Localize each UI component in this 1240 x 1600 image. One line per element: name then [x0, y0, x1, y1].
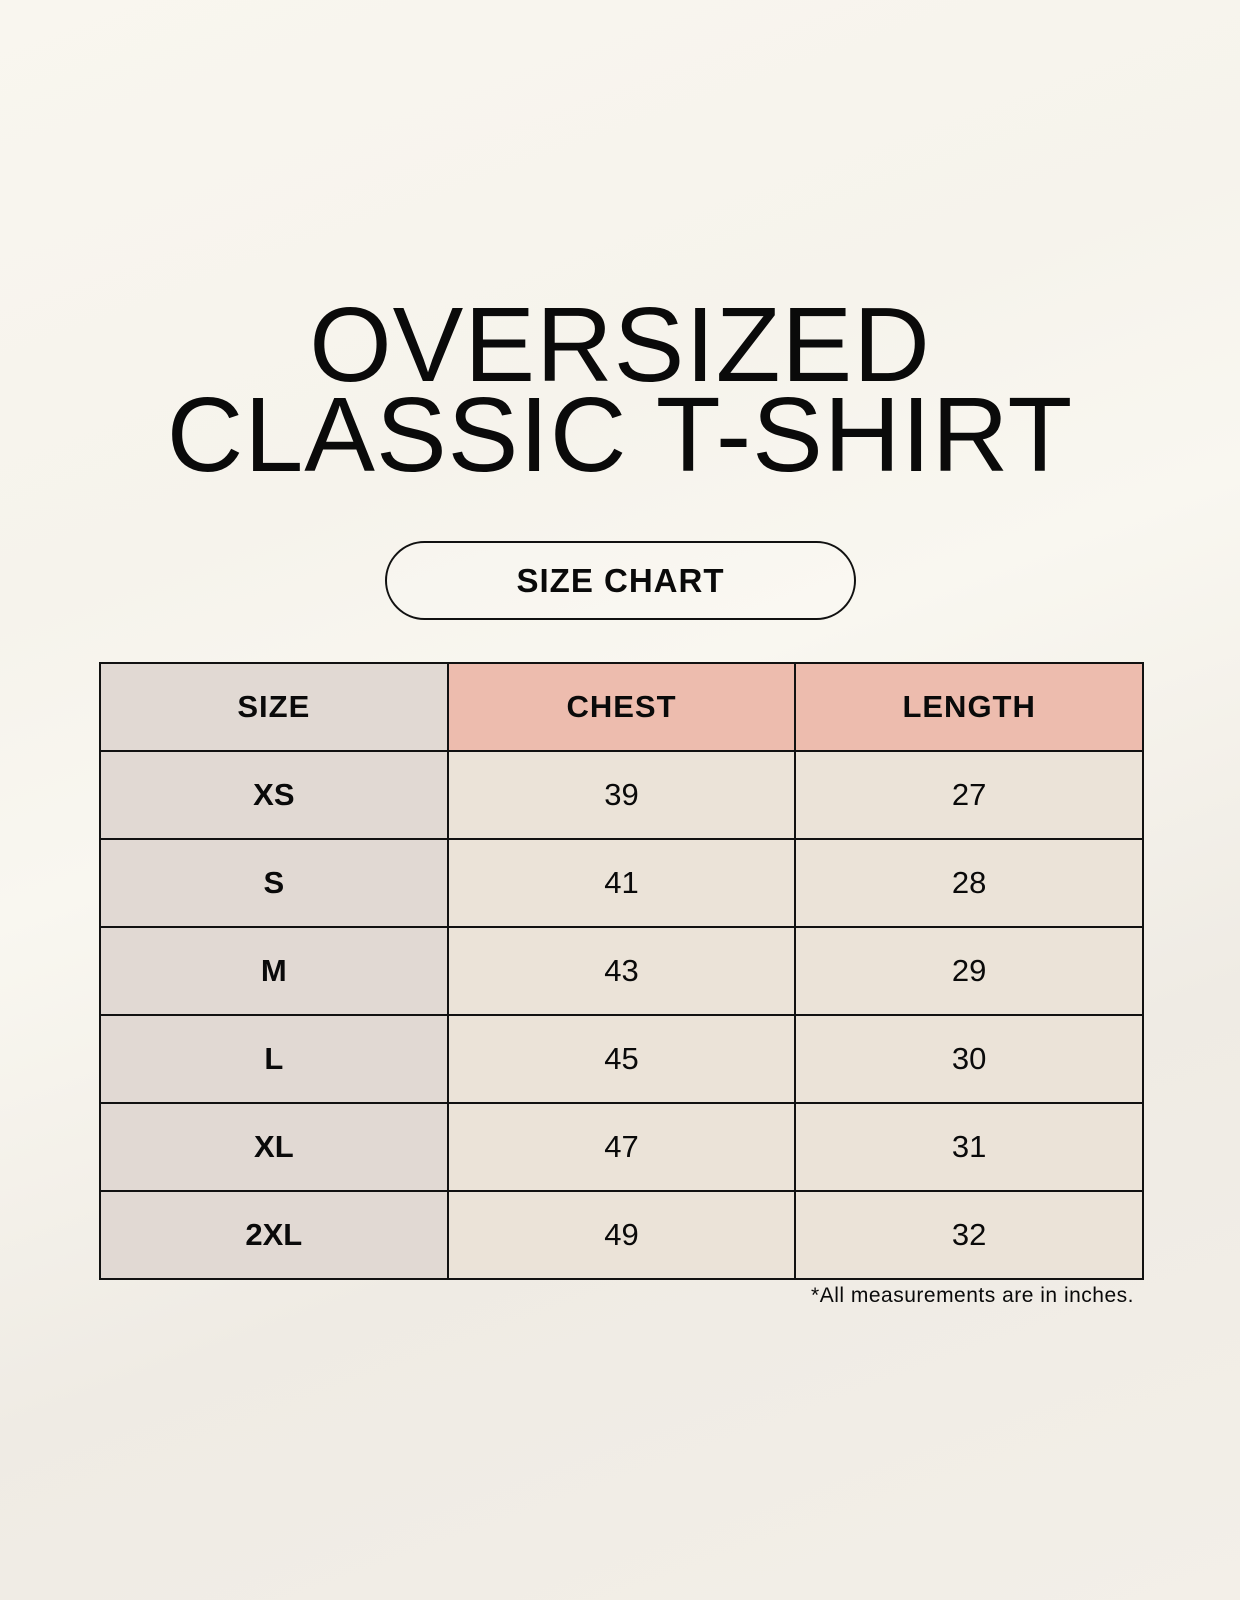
cell-chest: 45 — [446, 1014, 797, 1104]
header-length: LENGTH — [794, 662, 1144, 752]
table-row: 2XL 49 32 — [99, 1190, 1144, 1280]
table-row: L 45 30 — [99, 1014, 1144, 1104]
cell-length: 29 — [794, 926, 1144, 1016]
size-chart-badge: SIZE CHART — [385, 541, 856, 620]
cell-size: XS — [99, 750, 449, 840]
cell-size: M — [99, 926, 449, 1016]
cell-length: 28 — [794, 838, 1144, 928]
cell-length: 30 — [794, 1014, 1144, 1104]
cell-size: L — [99, 1014, 449, 1104]
title-line-1: OVERSIZED — [309, 286, 931, 404]
cell-chest: 47 — [446, 1102, 797, 1192]
title-line-2: CLASSIC T-SHIRT — [166, 376, 1074, 494]
cell-size: 2XL — [99, 1190, 449, 1280]
table-row: M 43 29 — [99, 926, 1144, 1016]
cell-size: XL — [99, 1102, 449, 1192]
table-row: XS 39 27 — [99, 750, 1144, 840]
header-size: SIZE — [99, 662, 449, 752]
page-title: OVERSIZED CLASSIC T-SHIRT — [0, 286, 1240, 494]
cell-length: 32 — [794, 1190, 1144, 1280]
header-chest: CHEST — [446, 662, 797, 752]
size-chart-table: SIZE CHEST LENGTH XS 39 27 S 41 28 M 43 29 L 45 30 X… — [99, 662, 1144, 1280]
table-header-row: SIZE CHEST LENGTH — [99, 662, 1144, 752]
cell-chest: 41 — [446, 838, 797, 928]
cell-length: 31 — [794, 1102, 1144, 1192]
cell-chest: 43 — [446, 926, 797, 1016]
cell-length: 27 — [794, 750, 1144, 840]
footnote: *All measurements are in inches. — [811, 1284, 1134, 1307]
cell-chest: 49 — [446, 1190, 797, 1280]
table-row: S 41 28 — [99, 838, 1144, 928]
table-row: XL 47 31 — [99, 1102, 1144, 1192]
cell-size: S — [99, 838, 449, 928]
cell-chest: 39 — [446, 750, 797, 840]
